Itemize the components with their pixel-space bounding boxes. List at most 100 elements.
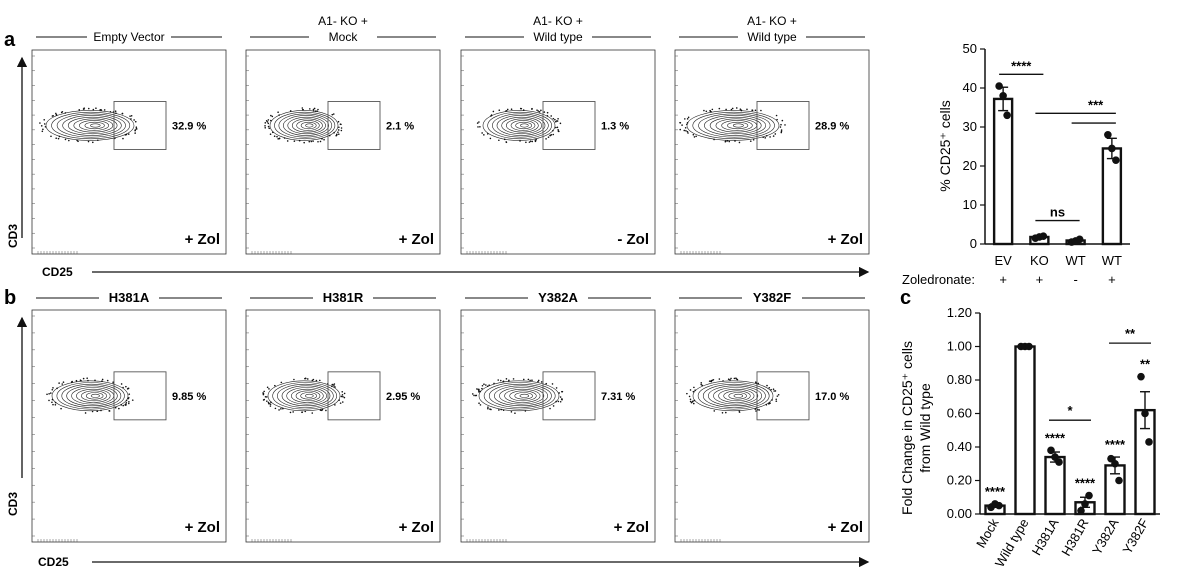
event-dot [700, 382, 703, 384]
event-dot [125, 403, 127, 406]
event-dot [479, 390, 482, 393]
event-dot [554, 120, 557, 123]
contour-ring [85, 392, 104, 400]
event-dot [50, 392, 52, 394]
contour-ring [79, 120, 109, 131]
event-dot [693, 386, 695, 389]
event-dot [303, 141, 305, 144]
event-dot [315, 379, 318, 382]
event-dot [510, 108, 513, 110]
event-dot [557, 400, 560, 403]
event-dot [695, 135, 697, 138]
bar-significance: ** [1140, 357, 1151, 372]
event-dot [128, 402, 130, 405]
event-dot [703, 109, 705, 112]
data-point [1141, 409, 1149, 418]
event-dot [537, 380, 539, 383]
event-dot [274, 407, 277, 410]
event-dot [337, 131, 339, 133]
plot-frame [460, 49, 656, 255]
event-dot [334, 404, 336, 406]
contour-ring [487, 111, 552, 140]
event-dot [500, 408, 503, 411]
event-dot [552, 129, 554, 132]
event-dot [687, 132, 689, 134]
event-dot [313, 107, 316, 110]
zol-label: + Zol [828, 519, 863, 536]
flow-plot-row_a-4: A1- KO + Wild type 28.9 % + Zol [674, 14, 870, 255]
gate-percent: 2.1 % [386, 120, 414, 132]
y-axis-title: % CD25⁺ cells [937, 100, 953, 191]
event-dot [84, 412, 87, 414]
event-dot [341, 394, 344, 396]
event-dot [272, 131, 274, 134]
event-dot [101, 378, 104, 381]
event-dot [312, 110, 315, 112]
zoledronate-sign: - [1073, 272, 1077, 287]
zol-label: + Zol [399, 231, 434, 248]
contour-ring [509, 390, 537, 402]
event-dot [478, 389, 480, 392]
contour-ring [67, 116, 118, 135]
contour-ring [300, 392, 317, 400]
data-point [1112, 156, 1120, 164]
data-point [1047, 446, 1055, 455]
event-dot [486, 133, 489, 135]
event-dot [108, 410, 110, 412]
event-dot [713, 410, 716, 412]
zol-label: + Zol [185, 519, 220, 536]
contour-ring [504, 388, 541, 403]
gate-percent: 1.3 % [601, 120, 629, 132]
event-dot [692, 133, 695, 136]
zoledronate-sign: + [1036, 272, 1044, 287]
event-dot [540, 381, 543, 383]
event-dot [754, 408, 757, 410]
event-dot [48, 393, 50, 395]
event-dot [118, 407, 120, 410]
event-dot [264, 122, 267, 124]
contour-plot [476, 107, 562, 144]
event-dot [735, 378, 738, 380]
contour-ring [296, 120, 320, 131]
y-tick-label: 0 [970, 236, 977, 251]
contour-ring [90, 123, 101, 128]
event-dot [489, 137, 492, 140]
event-dot [505, 141, 508, 143]
event-dot [754, 381, 757, 384]
contour-ring [510, 120, 536, 131]
event-dot [768, 387, 771, 389]
event-dot [525, 141, 527, 144]
event-dot [283, 137, 286, 139]
event-dot [311, 412, 314, 414]
event-dot [738, 141, 741, 144]
event-dot [780, 123, 782, 126]
event-dot [276, 135, 278, 138]
event-dot [489, 408, 491, 410]
event-dot [48, 399, 50, 402]
event-dot [301, 108, 304, 111]
y-tick-label: 20 [963, 158, 977, 173]
event-dot [679, 121, 681, 124]
event-dot [342, 395, 344, 398]
event-dot [308, 140, 311, 143]
plot-frame [460, 309, 656, 543]
data-point [1075, 235, 1084, 244]
event-dot [130, 118, 132, 120]
event-dot [122, 404, 125, 407]
event-dot [64, 138, 67, 141]
event-dot [687, 116, 690, 119]
event-dot [755, 410, 757, 412]
data-point [1055, 458, 1063, 466]
contour-ring [506, 118, 539, 133]
event-dot [271, 115, 274, 118]
event-dot [731, 107, 734, 110]
event-dot [718, 107, 721, 110]
event-dot [550, 115, 552, 117]
event-dot [746, 108, 748, 111]
contour-ring [291, 118, 323, 133]
event-dot [693, 399, 696, 402]
event-dot [735, 107, 738, 109]
plot-frame [31, 49, 227, 255]
bar-2 [1014, 345, 1036, 516]
contour-ring [713, 387, 759, 405]
